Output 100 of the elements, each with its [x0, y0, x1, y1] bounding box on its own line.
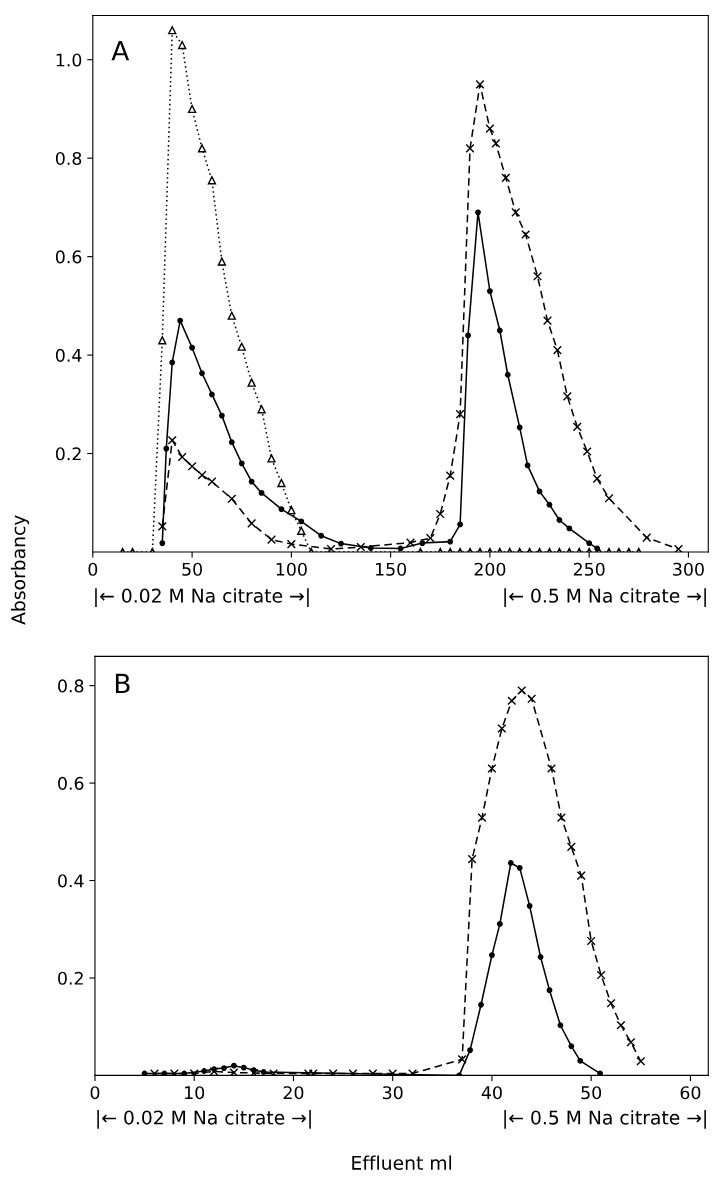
- point: [266, 535, 277, 545]
- x-tick-label: 200: [474, 562, 506, 576]
- point: [526, 902, 533, 909]
- point: [606, 998, 616, 1008]
- point: [287, 505, 296, 515]
- x-tick-label: 0: [88, 562, 98, 576]
- point: [277, 478, 286, 488]
- point: [475, 79, 485, 89]
- x-tick-label: 0: [90, 1086, 100, 1100]
- point: [328, 1068, 338, 1076]
- point: [240, 1064, 247, 1071]
- annotation: A: [111, 41, 130, 61]
- point: [187, 461, 197, 471]
- x-tick-label: 100: [276, 562, 307, 576]
- point: [177, 40, 187, 50]
- point: [229, 1067, 239, 1076]
- point: [566, 525, 573, 532]
- point: [507, 696, 517, 706]
- point: [592, 474, 602, 484]
- point: [536, 488, 543, 495]
- point: [197, 144, 207, 153]
- point: [161, 1070, 168, 1076]
- point: [227, 311, 236, 320]
- point: [189, 1068, 199, 1076]
- point: [149, 1068, 160, 1076]
- point: [257, 405, 266, 414]
- point: [511, 207, 521, 217]
- y-tick-label: 0.4: [55, 348, 82, 362]
- point: [356, 542, 366, 552]
- point: [546, 501, 553, 508]
- point: [475, 209, 481, 216]
- point: [168, 26, 177, 35]
- point: [286, 539, 296, 549]
- x-tick-label: 300: [673, 562, 704, 576]
- point: [489, 952, 495, 958]
- point: [425, 533, 435, 543]
- point: [596, 970, 606, 980]
- point: [556, 517, 563, 523]
- point: [278, 506, 285, 513]
- point: [568, 1043, 575, 1050]
- y-tick-label: 0.2: [55, 447, 81, 461]
- point: [141, 1070, 148, 1076]
- point: [577, 1057, 584, 1064]
- point: [177, 452, 187, 462]
- y-tick-label: 0.4: [58, 874, 84, 888]
- point: [465, 143, 475, 153]
- point: [597, 1070, 604, 1076]
- point: [199, 370, 205, 377]
- x-tick-label: 150: [375, 562, 407, 576]
- point: [537, 954, 544, 960]
- point: [269, 1068, 279, 1076]
- point: [467, 854, 477, 864]
- point: [187, 104, 197, 114]
- point: [238, 460, 245, 467]
- point: [248, 478, 255, 485]
- point: [228, 439, 235, 446]
- point: [604, 493, 614, 503]
- point: [636, 1056, 646, 1066]
- point: [207, 176, 217, 185]
- point: [616, 1020, 626, 1030]
- text: |← 0.5 M Na citrate →|: [504, 588, 706, 607]
- point: [445, 471, 455, 481]
- point: [556, 813, 566, 823]
- point: [491, 138, 501, 148]
- text: |← 0.02 M Na citrate →|: [97, 1110, 311, 1129]
- point: [642, 533, 652, 543]
- point: [267, 454, 276, 463]
- point: [447, 538, 454, 545]
- point: [159, 540, 166, 547]
- point: [557, 1022, 564, 1029]
- x-tick-label: 30: [382, 1086, 403, 1100]
- y-axis-title: Absorbancy: [10, 515, 30, 625]
- point: [326, 544, 336, 552]
- point: [496, 920, 503, 927]
- point: [586, 936, 596, 946]
- point: [457, 1054, 467, 1064]
- point: [297, 526, 306, 535]
- point: [405, 538, 415, 548]
- annotation: B: [115, 673, 130, 694]
- point: [576, 871, 586, 881]
- point: [158, 336, 167, 345]
- point: [338, 540, 344, 547]
- point: [552, 345, 562, 355]
- x-tick-label: 250: [573, 562, 605, 576]
- x-tick-label: 10: [185, 1086, 205, 1100]
- point: [397, 545, 404, 552]
- point: [507, 860, 514, 866]
- point: [207, 477, 217, 487]
- point: [521, 229, 531, 239]
- point: [435, 509, 445, 519]
- point: [368, 1068, 378, 1076]
- x-tick-label: 50: [581, 1086, 602, 1100]
- point: [524, 462, 531, 469]
- point: [169, 1068, 179, 1076]
- point: [197, 470, 207, 480]
- point: [517, 686, 527, 696]
- point: [157, 521, 167, 531]
- x-axis-title: Effluent ml: [352, 1155, 452, 1170]
- point: [501, 173, 511, 183]
- point: [546, 987, 553, 994]
